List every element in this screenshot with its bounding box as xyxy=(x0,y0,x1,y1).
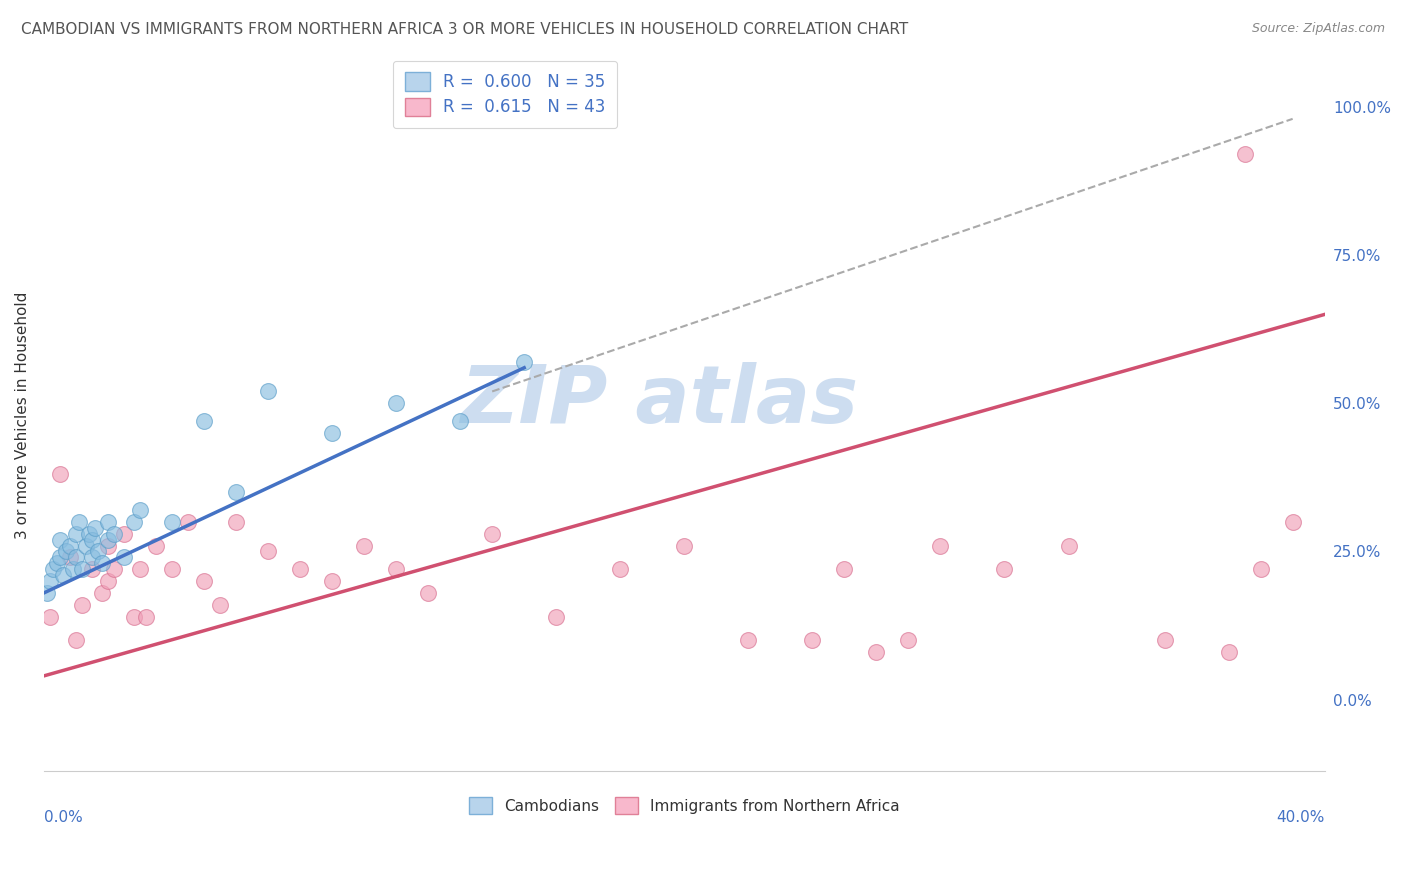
Point xyxy=(353,539,375,553)
Point xyxy=(49,533,72,547)
Point xyxy=(834,562,856,576)
Point xyxy=(39,574,62,588)
Point xyxy=(80,533,103,547)
Point xyxy=(129,562,152,576)
Point xyxy=(75,539,97,553)
Point xyxy=(97,515,120,529)
Point xyxy=(72,598,94,612)
Point xyxy=(72,562,94,576)
Point xyxy=(160,562,183,576)
Point xyxy=(1218,645,1240,659)
Point xyxy=(865,645,887,659)
Point xyxy=(193,574,215,588)
Point xyxy=(993,562,1015,576)
Point xyxy=(65,526,87,541)
Point xyxy=(122,515,145,529)
Point xyxy=(103,562,125,576)
Y-axis label: 3 or more Vehicles in Household: 3 or more Vehicles in Household xyxy=(15,292,30,539)
Point xyxy=(62,562,84,576)
Point xyxy=(67,515,90,529)
Point xyxy=(321,425,343,440)
Point xyxy=(122,609,145,624)
Point xyxy=(1153,633,1175,648)
Point xyxy=(135,609,157,624)
Point xyxy=(193,414,215,428)
Point xyxy=(112,550,135,565)
Point xyxy=(1233,147,1256,161)
Point xyxy=(929,539,952,553)
Point xyxy=(49,550,72,565)
Point xyxy=(58,550,80,565)
Point xyxy=(49,467,72,482)
Point xyxy=(737,633,759,648)
Point xyxy=(208,598,231,612)
Point xyxy=(481,526,503,541)
Point xyxy=(84,521,107,535)
Text: 40.0%: 40.0% xyxy=(1277,810,1324,825)
Point xyxy=(90,557,112,571)
Legend: Cambodians, Immigrants from Northern Africa: Cambodians, Immigrants from Northern Afr… xyxy=(463,791,905,820)
Point xyxy=(65,633,87,648)
Point xyxy=(112,526,135,541)
Point xyxy=(801,633,824,648)
Point xyxy=(385,396,408,410)
Point xyxy=(77,526,100,541)
Point xyxy=(897,633,920,648)
Point xyxy=(513,355,536,369)
Point xyxy=(145,539,167,553)
Point xyxy=(160,515,183,529)
Point xyxy=(55,544,77,558)
Point xyxy=(1281,515,1303,529)
Point xyxy=(80,550,103,565)
Point xyxy=(65,550,87,565)
Point xyxy=(225,485,247,500)
Point xyxy=(42,562,65,576)
Point xyxy=(97,539,120,553)
Text: CAMBODIAN VS IMMIGRANTS FROM NORTHERN AFRICA 3 OR MORE VEHICLES IN HOUSEHOLD COR: CAMBODIAN VS IMMIGRANTS FROM NORTHERN AF… xyxy=(21,22,908,37)
Point xyxy=(45,557,67,571)
Point xyxy=(673,539,696,553)
Point xyxy=(87,544,110,558)
Point xyxy=(103,526,125,541)
Text: 0.0%: 0.0% xyxy=(44,810,83,825)
Point xyxy=(288,562,311,576)
Point xyxy=(97,574,120,588)
Text: Source: ZipAtlas.com: Source: ZipAtlas.com xyxy=(1251,22,1385,36)
Text: ZIP atlas: ZIP atlas xyxy=(460,362,858,440)
Point xyxy=(225,515,247,529)
Point xyxy=(35,586,58,600)
Point xyxy=(177,515,200,529)
Point xyxy=(257,544,280,558)
Point xyxy=(90,586,112,600)
Point xyxy=(385,562,408,576)
Point xyxy=(1057,539,1080,553)
Point xyxy=(1250,562,1272,576)
Point xyxy=(546,609,568,624)
Point xyxy=(416,586,439,600)
Point xyxy=(609,562,631,576)
Point xyxy=(257,384,280,399)
Point xyxy=(129,503,152,517)
Point xyxy=(52,568,75,582)
Point xyxy=(449,414,471,428)
Point xyxy=(97,533,120,547)
Point xyxy=(80,562,103,576)
Point xyxy=(39,609,62,624)
Point xyxy=(58,539,80,553)
Point xyxy=(321,574,343,588)
